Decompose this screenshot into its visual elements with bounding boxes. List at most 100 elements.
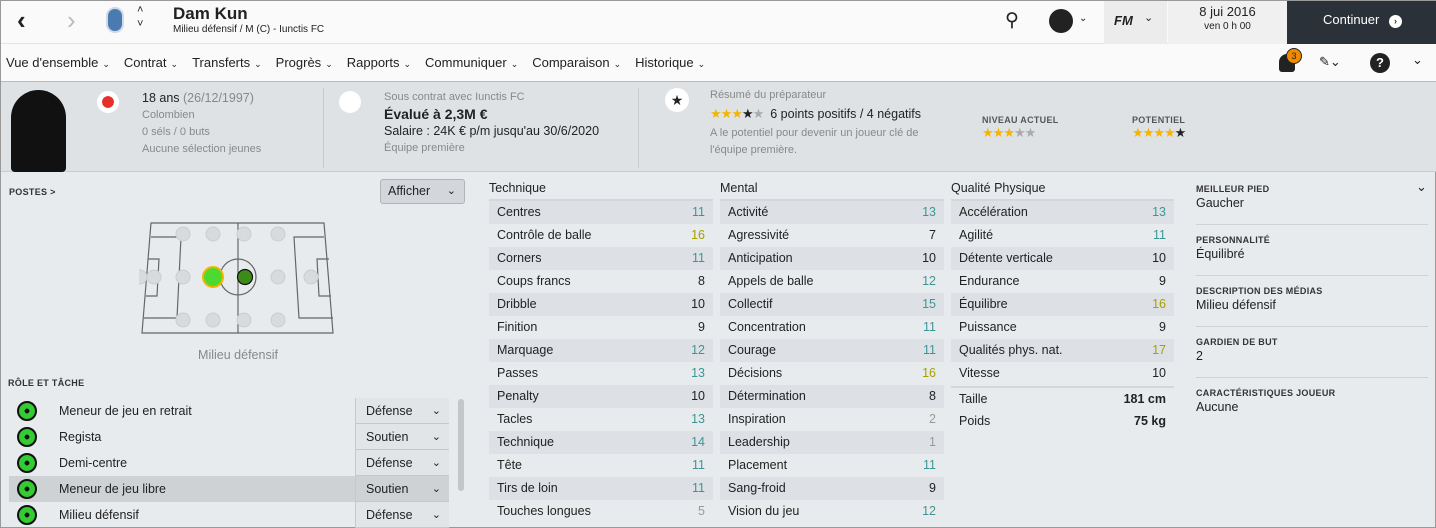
- attribute-name: Accélération: [959, 205, 1028, 219]
- contract-label: Sous contrat avec Iunctis FC: [384, 91, 525, 103]
- star-icon: ★: [992, 125, 1005, 140]
- star-icon: ★: [731, 106, 743, 121]
- attribute-value: 11: [692, 205, 705, 219]
- show-dropdown-button[interactable]: Afficher ⌄: [380, 179, 465, 204]
- duty-dropdown[interactable]: Défense ⌄: [355, 398, 449, 424]
- duty-dropdown[interactable]: Soutien ⌄: [355, 424, 449, 450]
- technical-header: Technique: [489, 181, 713, 201]
- fm-menu-button[interactable]: FM ⌄: [1104, 1, 1167, 44]
- attribute-row: Sang-froid 9: [720, 477, 944, 500]
- attribute-value: 14: [691, 435, 705, 449]
- position-slot[interactable]: [236, 312, 252, 328]
- forward-icon[interactable]: ›: [67, 5, 76, 35]
- attribute-row: Endurance 9: [951, 270, 1174, 293]
- chevron-down-icon: ⌄: [170, 59, 179, 69]
- potential-stars: ★★★★★: [1132, 125, 1186, 141]
- attribute-name: Agilité: [959, 228, 994, 242]
- attribute-value: 16: [922, 366, 936, 380]
- roles-scrollbar[interactable]: [458, 399, 464, 491]
- tab-5[interactable]: Communiquer ⌄: [425, 44, 518, 83]
- attribute-name: Placement: [728, 458, 788, 472]
- detail-item: PERSONNALITÉ Équilibré: [1196, 225, 1428, 276]
- attribute-row: Tacles 13: [489, 408, 713, 431]
- contract-info: Sous contrat avec Iunctis FC Évalué à 2,…: [384, 89, 599, 157]
- back-icon[interactable]: ‹: [17, 5, 26, 35]
- attribute-row: Qualités phys. nat. 17: [951, 339, 1174, 362]
- detail-label: GARDIEN DE BUT: [1196, 337, 1278, 347]
- star-icon: ★: [665, 88, 689, 112]
- attribute-row: Penalty 10: [489, 385, 713, 408]
- attribute-value: 11: [923, 458, 936, 472]
- chevron-down-icon: ⌄: [254, 59, 262, 69]
- chevron-down-icon: ⌄: [1144, 12, 1154, 24]
- positions-link[interactable]: POSTES >: [9, 187, 56, 197]
- help-icon[interactable]: ?: [1370, 53, 1390, 73]
- attribute-name: Technique: [497, 435, 554, 449]
- role-row[interactable]: Regista Soutien ⌄: [9, 424, 449, 450]
- chevron-down-icon: ⌄: [403, 59, 412, 69]
- top-bar: ‹ › ˄ ˅ Dam Kun Milieu défensif / M (C) -…: [1, 1, 1436, 44]
- position-slot[interactable]: [303, 269, 319, 285]
- chevron-down-icon[interactable]: ⌄: [1079, 13, 1088, 24]
- duty-label: Défense: [366, 456, 413, 470]
- attribute-name: Anticipation: [728, 251, 793, 265]
- detail-value: Milieu défensif: [1196, 298, 1276, 312]
- continue-button[interactable]: Continuer ›: [1287, 1, 1436, 44]
- star-icon: ★: [1163, 125, 1176, 140]
- coach-text: A le potentiel pour devenir un joueur cl…: [710, 127, 919, 156]
- position-slot[interactable]: [270, 312, 286, 328]
- position-slot[interactable]: [175, 312, 191, 328]
- chevron-down-icon[interactable]: ⌄: [1416, 179, 1427, 194]
- attribute-row: Corners 11: [489, 247, 713, 270]
- squad-status: Équipe première: [384, 142, 465, 154]
- position-slot[interactable]: [146, 269, 162, 285]
- potential-ability: POTENTIEL ★★★★★: [1132, 115, 1186, 141]
- mental-header: Mental: [720, 181, 944, 201]
- attribute-row: Dribble 10: [489, 293, 713, 316]
- position-slot[interactable]: [270, 269, 286, 285]
- duty-dropdown[interactable]: Défense ⌄: [355, 502, 449, 528]
- attribute-name: Touches longues: [497, 504, 591, 518]
- duty-dropdown[interactable]: Défense ⌄: [355, 450, 449, 476]
- duty-dropdown[interactable]: Soutien ⌄: [355, 476, 449, 502]
- divider: [951, 386, 1174, 388]
- position-slot[interactable]: [236, 226, 252, 242]
- position-slot[interactable]: [205, 226, 221, 242]
- star-icon: ★: [741, 106, 754, 121]
- tab-6[interactable]: Comparaison ⌄: [532, 44, 621, 83]
- position-slot[interactable]: [175, 226, 191, 242]
- globe-icon[interactable]: [1049, 9, 1073, 33]
- club-crest-icon: [339, 91, 361, 113]
- attribute-name: Finition: [497, 320, 538, 334]
- player-info-band: 18 ans (26/12/1997) Colombien 0 séls / 0…: [1, 82, 1436, 172]
- tab-label: Contrat: [123, 55, 167, 70]
- tab-1[interactable]: Contrat ⌄: [124, 44, 178, 83]
- edit-pencil-icon[interactable]: ✎⌄: [1319, 54, 1341, 69]
- prev-next-player-icon[interactable]: ˄ ˅: [137, 4, 144, 30]
- role-row[interactable]: Meneur de jeu en retrait Défense ⌄: [9, 398, 449, 424]
- role-row[interactable]: Meneur de jeu libre Soutien ⌄: [9, 476, 449, 502]
- roles-title: RÔLE ET TÂCHE: [8, 378, 85, 388]
- role-name: Meneur de jeu libre: [59, 482, 167, 496]
- star-icon: ★: [1142, 125, 1155, 140]
- position-slot[interactable]: [270, 226, 286, 242]
- physical-header: Qualité Physique: [951, 181, 1174, 201]
- role-suitability-icon: [17, 401, 37, 421]
- accomplished-position-marker[interactable]: [236, 268, 254, 286]
- position-slot[interactable]: [205, 312, 221, 328]
- tab-3[interactable]: Progrès ⌄: [276, 44, 333, 83]
- tab-4[interactable]: Rapports ⌄: [347, 44, 411, 83]
- position-slot[interactable]: [175, 269, 191, 285]
- role-row[interactable]: Demi-centre Défense ⌄: [9, 450, 449, 476]
- tab-2[interactable]: Transferts ⌄: [192, 44, 262, 83]
- star-icon: ★: [1132, 125, 1144, 140]
- attribute-name: Concentration: [728, 320, 806, 334]
- tab-0[interactable]: Vue d'ensemble ⌄: [6, 45, 110, 85]
- role-row[interactable]: Milieu défensif Défense ⌄: [9, 502, 449, 528]
- chevron-down-icon[interactable]: ⌄: [1412, 52, 1423, 67]
- tab-7[interactable]: Historique ⌄: [635, 44, 705, 83]
- search-icon[interactable]: ⚲: [1005, 10, 1019, 31]
- natural-position-marker[interactable]: [202, 266, 224, 288]
- attribute-name: Corners: [497, 251, 542, 265]
- role-suitability-icon: [17, 505, 37, 525]
